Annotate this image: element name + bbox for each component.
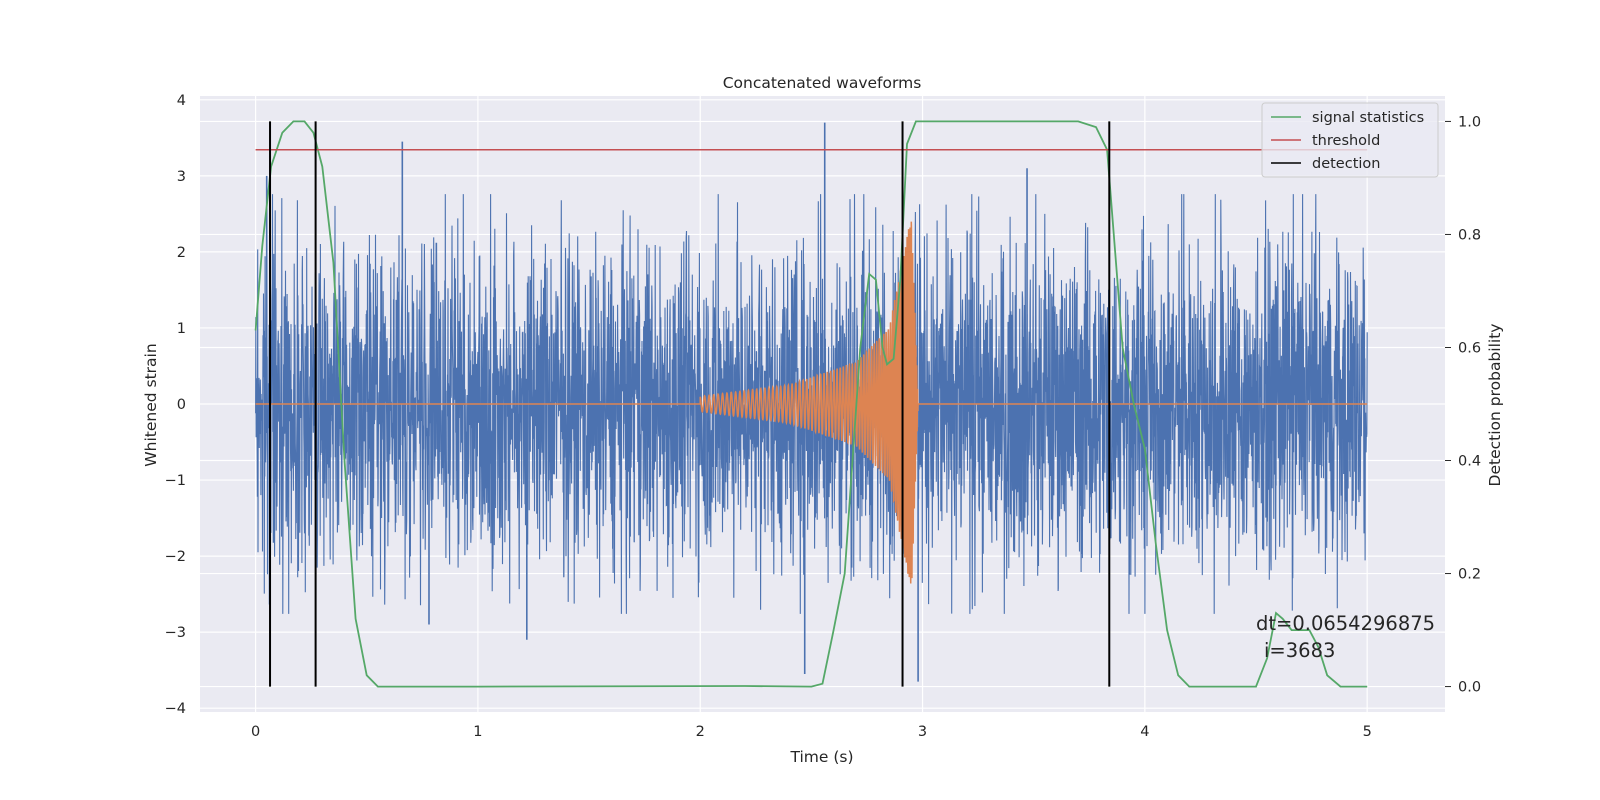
legend-label-detection: detection <box>1312 156 1380 172</box>
y-tick-label: −2 <box>165 549 186 565</box>
chirp-waveform-series <box>255 221 1368 584</box>
x-tick-label: 1 <box>473 724 482 740</box>
x-tick-label: 5 <box>1363 724 1372 740</box>
y2-tick-label: 0.8 <box>1458 227 1481 243</box>
y-axis-label: Whitened strain <box>142 343 160 466</box>
y-tick-label: 2 <box>177 245 186 261</box>
legend: signal statistics threshold detection <box>1261 102 1439 178</box>
x-tick-label: 3 <box>918 724 927 740</box>
y-tick-label: −1 <box>165 473 186 489</box>
data-layer <box>254 120 1368 688</box>
y-tick-label: 3 <box>177 169 186 185</box>
legend-label-signal-statistics: signal statistics <box>1312 110 1424 126</box>
y2-tick-label: 0.6 <box>1458 340 1481 356</box>
x-axis-label: Time (s) <box>789 748 853 766</box>
ticks: 0 1 2 3 4 5 −4 −3 −2 −1 0 1 2 3 4 0.0 0.2 0.4 0.6 0.8 1.0 <box>165 93 1481 740</box>
y2-tick-label: 0.4 <box>1458 454 1481 470</box>
chart-title: Concatenated waveforms <box>723 74 922 92</box>
y2-tick-label: 0.0 <box>1458 680 1481 696</box>
annotation-index: i=3683 <box>1264 639 1335 662</box>
x-tick-label: 0 <box>251 724 260 740</box>
x-tick-label: 2 <box>696 724 705 740</box>
x-tick-label: 4 <box>1140 724 1149 740</box>
annotation-dt: dt=0.0654296875 <box>1256 612 1435 635</box>
legend-label-threshold: threshold <box>1312 133 1380 149</box>
signal-statistics-series <box>254 120 1368 688</box>
y-tick-label: 4 <box>177 93 186 109</box>
y-tick-label: −4 <box>165 701 186 717</box>
y-tick-label: 1 <box>177 321 186 337</box>
y-tick-label: 0 <box>177 397 186 413</box>
y2-axis-label: Detection probability <box>1486 324 1504 487</box>
legend-box <box>1261 102 1439 178</box>
y2-tick-label: 1.0 <box>1458 114 1481 130</box>
y2-tick-label: 0.2 <box>1458 567 1481 583</box>
strain-noise-series <box>255 194 1368 614</box>
y-tick-label: −3 <box>165 625 186 641</box>
annotation: dt=0.0654296875 i=3683 <box>1256 612 1435 662</box>
